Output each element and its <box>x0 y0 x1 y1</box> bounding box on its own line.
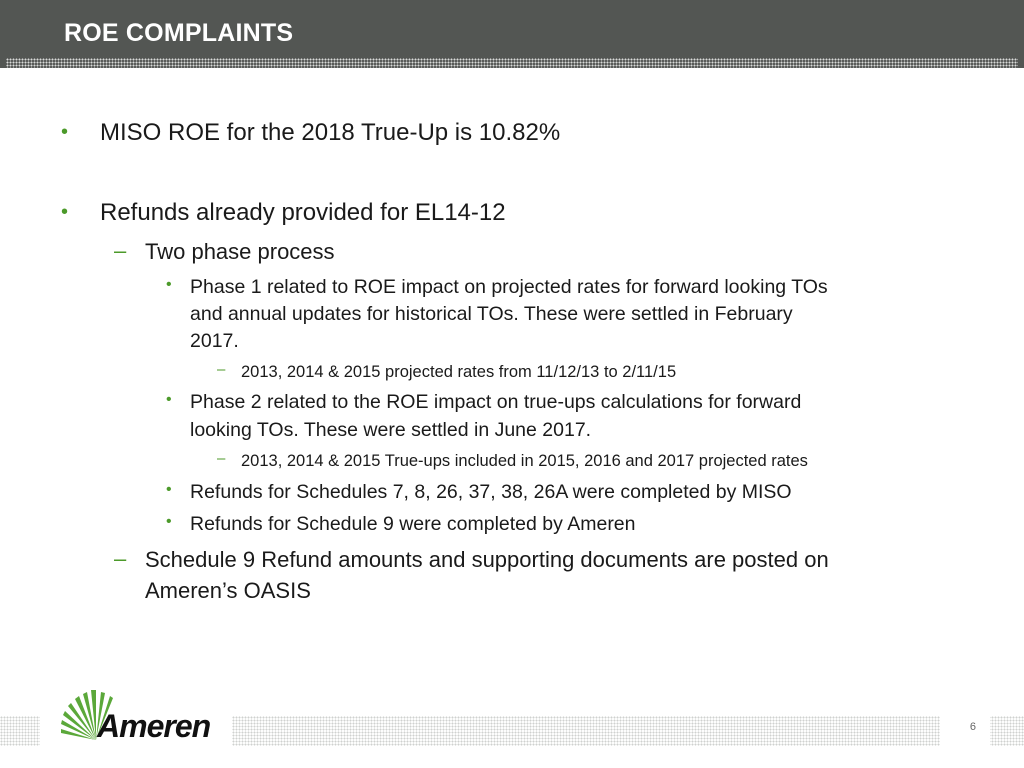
phase2-line1: Phase 2 related to the ROE impact on tru… <box>190 391 802 413</box>
phase1-line2: and annual updates for historical TOs. T… <box>190 303 793 325</box>
bullet-marker: • <box>166 481 172 498</box>
schedule9-line2: Ameren’s OASIS <box>145 578 311 603</box>
phase1-detail: 2013, 2014 & 2015 projected rates from 1… <box>241 363 677 381</box>
dash-marker: – <box>114 546 127 571</box>
slide-header: ROE COMPLAINTS <box>0 0 1024 68</box>
schedule9-line1: Schedule 9 Refund amounts and supporting… <box>145 547 829 572</box>
phase2-detail: 2013, 2014 & 2015 True-ups included in 2… <box>241 452 808 470</box>
refunds-ameren: Refunds for Schedule 9 were completed by… <box>190 513 636 535</box>
bullet-marker: • <box>166 276 172 293</box>
page-number: 6 <box>969 721 976 733</box>
header-dot-pattern <box>6 58 1018 68</box>
dash-marker: – <box>114 238 127 263</box>
dash-marker: – <box>217 361 226 378</box>
phase2-line2: looking TOs. These were settled in June … <box>190 419 592 441</box>
bullet-refunds: Refunds already provided for EL14-12 <box>100 199 506 226</box>
logo-wordmark: Ameren <box>97 708 211 744</box>
phase1-line1: Phase 1 related to ROE impact on project… <box>190 276 828 298</box>
footer-dot-pattern-left <box>0 716 40 746</box>
bullet-miso-roe: MISO ROE for the 2018 True-Up is 10.82% <box>100 119 561 146</box>
ameren-logo: Ameren <box>60 686 220 748</box>
slide-title: ROE COMPLAINTS <box>64 19 294 47</box>
bullet-marker: • <box>61 201 69 223</box>
bullet-marker: • <box>166 513 172 530</box>
sub-bullet-two-phase: Two phase process <box>145 239 335 264</box>
bullet-marker: • <box>166 391 172 408</box>
footer-dot-pattern-right <box>232 716 1024 746</box>
sunburst-icon <box>61 690 113 740</box>
dash-marker: – <box>217 450 226 467</box>
refunds-miso: Refunds for Schedules 7, 8, 26, 37, 38, … <box>190 481 792 503</box>
page-number-box: 6 <box>940 712 990 748</box>
phase1-line3: 2017. <box>190 330 239 352</box>
bullet-marker: • <box>61 121 69 143</box>
